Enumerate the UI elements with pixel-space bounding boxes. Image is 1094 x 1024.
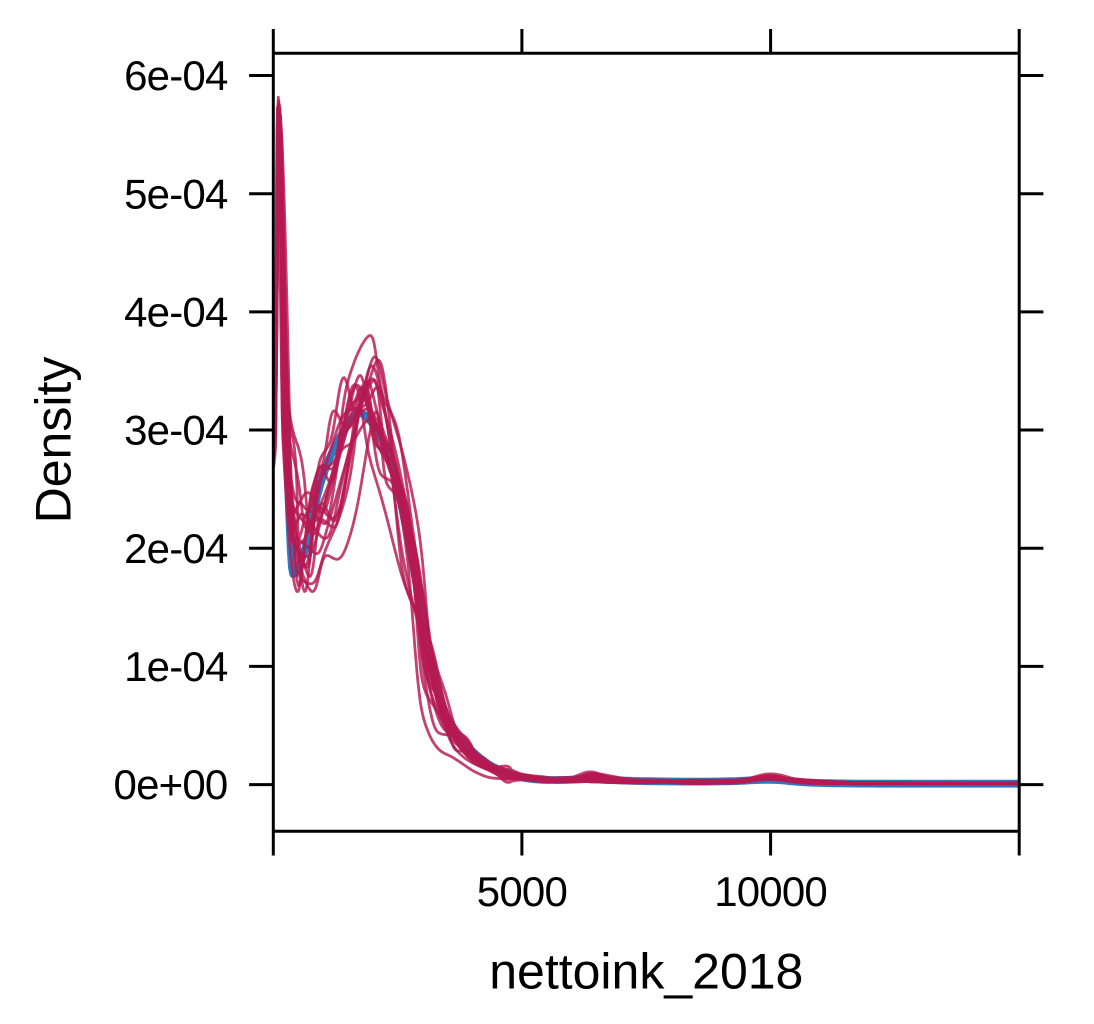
- svg-text:5000: 5000: [477, 868, 567, 915]
- svg-text:1e-04: 1e-04: [124, 643, 228, 690]
- svg-text:6e-04: 6e-04: [124, 52, 228, 99]
- svg-text:4e-04: 4e-04: [124, 289, 228, 336]
- svg-text:10000: 10000: [714, 868, 827, 915]
- svg-text:Density: Density: [26, 357, 82, 524]
- svg-text:nettoink_2018: nettoink_2018: [489, 944, 803, 1000]
- svg-text:0e+00: 0e+00: [114, 761, 228, 808]
- svg-text:3e-04: 3e-04: [124, 407, 228, 454]
- svg-text:5e-04: 5e-04: [124, 170, 228, 217]
- svg-text:2e-04: 2e-04: [124, 525, 228, 572]
